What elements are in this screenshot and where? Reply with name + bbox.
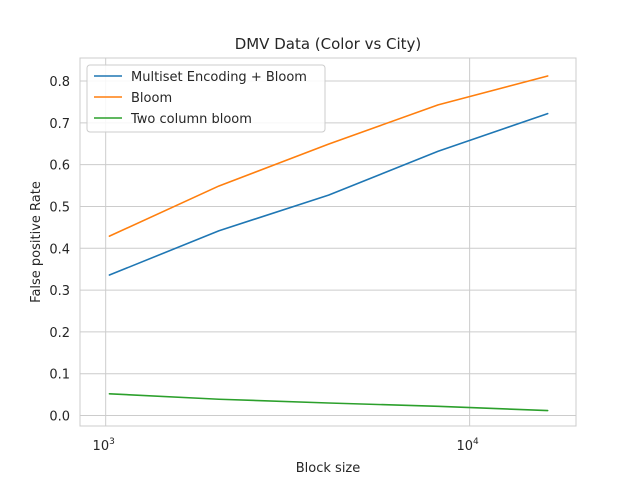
legend-label: Bloom xyxy=(131,91,172,106)
y-tick-label: 0.8 xyxy=(49,75,70,90)
x-tick-label: 104 xyxy=(456,437,479,454)
legend-label: Multiset Encoding + Bloom xyxy=(131,70,307,85)
legend-label: Two column bloom xyxy=(130,112,252,127)
y-tick-label: 0.6 xyxy=(49,159,70,174)
series-line xyxy=(108,75,549,237)
y-axis-title: False positive Rate xyxy=(29,181,44,303)
series-line xyxy=(108,392,549,412)
y-tick-label: 0.0 xyxy=(49,410,70,425)
series-line xyxy=(108,112,549,276)
legend: Multiset Encoding + Bloom Bloom Two column… xyxy=(86,64,326,133)
chart-title: DMV Data (Color vs City) xyxy=(235,35,422,53)
series-layer xyxy=(108,75,549,412)
y-tick-label: 0.3 xyxy=(49,284,70,299)
x-axis-title: Block size xyxy=(296,461,361,476)
y-tick-label: 0.4 xyxy=(49,242,70,257)
plot-frame xyxy=(79,57,577,427)
y-tick-label: 0.1 xyxy=(49,368,70,383)
legend-frame xyxy=(86,64,326,133)
x-tick-label: 103 xyxy=(93,437,115,454)
y-tick-label: 0.5 xyxy=(49,200,70,215)
tick-layer: 0.0 0.1 0.2 0.3 0.4 0.5 0.6 0.7 0.8 103 104 xyxy=(49,75,479,454)
y-tick-label: 0.2 xyxy=(49,326,70,341)
y-tick-label: 0.7 xyxy=(49,117,70,132)
